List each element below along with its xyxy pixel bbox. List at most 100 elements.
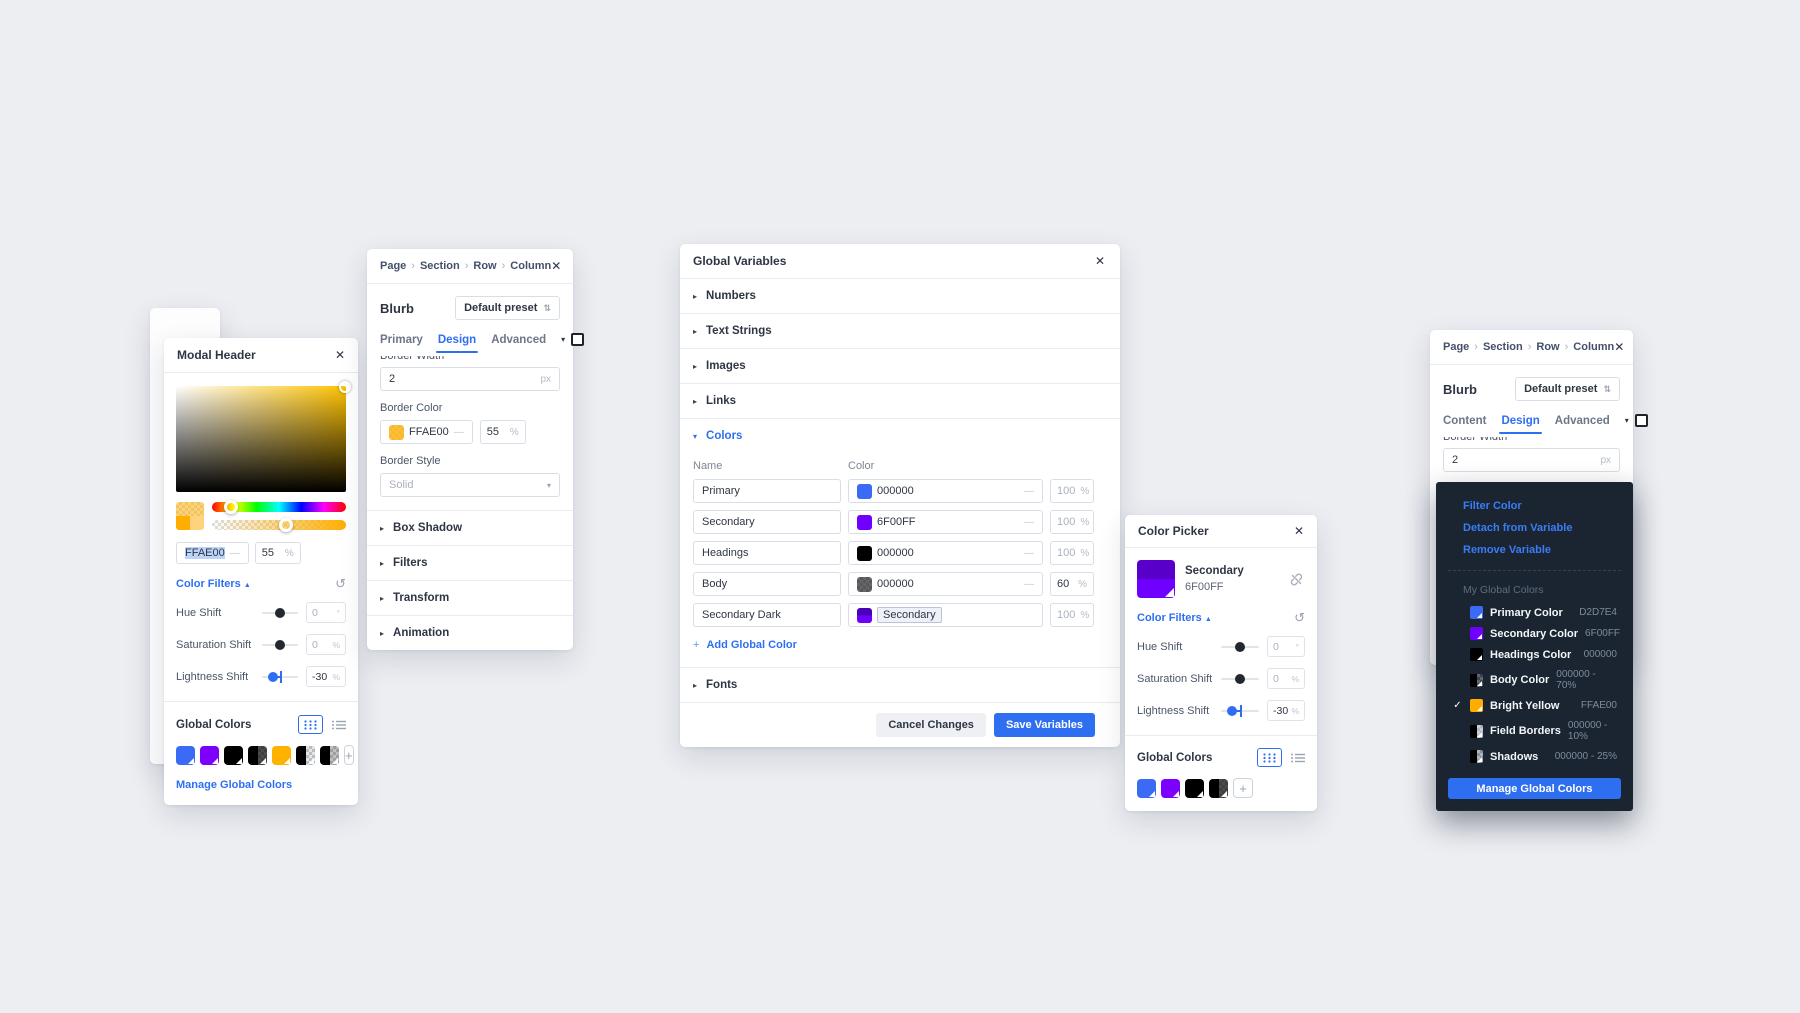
- section-text-strings[interactable]: ▸ Text Strings: [680, 313, 1120, 348]
- border-style-select[interactable]: Solid ▾: [380, 473, 560, 497]
- border-color-swatch[interactable]: [389, 424, 404, 440]
- global-swatch-secondary[interactable]: [1161, 778, 1180, 798]
- variable-name-input[interactable]: Primary: [693, 479, 841, 503]
- default-preset-button[interactable]: Default preset ⇅: [1515, 377, 1620, 401]
- add-global-color-link[interactable]: + Add Global Color: [693, 639, 797, 651]
- dropdown-item-body-color[interactable]: Body Color 000000 - 70%: [1448, 665, 1621, 695]
- section-numbers[interactable]: ▸ Numbers: [693, 290, 756, 302]
- variable-chip[interactable]: Secondary: [877, 607, 942, 623]
- border-color-input[interactable]: FFAE00 —: [380, 420, 473, 444]
- section-fonts[interactable]: ▸ Fonts: [680, 667, 1120, 702]
- color-filters-toggle[interactable]: Color Filters ▲: [176, 577, 251, 590]
- global-swatch-field-borders[interactable]: [296, 745, 315, 765]
- saturation-shift-slider[interactable]: [262, 639, 298, 650]
- reset-filters-icon[interactable]: ↺: [1294, 610, 1305, 625]
- border-width-input[interactable]: 2 px: [1443, 448, 1620, 472]
- variable-color-input[interactable]: Secondary: [848, 603, 1043, 627]
- device-caret-icon[interactable]: ▾: [561, 335, 566, 344]
- unlink-icon[interactable]: [1288, 571, 1305, 588]
- global-swatch-body[interactable]: [1209, 778, 1228, 798]
- variable-name-input[interactable]: Headings: [693, 541, 841, 565]
- tab-design[interactable]: Design: [435, 333, 479, 353]
- breadcrumb-row[interactable]: Row: [1536, 341, 1560, 353]
- border-width-input[interactable]: 2 px: [380, 367, 560, 391]
- wireframe-icon[interactable]: [1634, 414, 1648, 427]
- variable-color-input[interactable]: 000000 —: [848, 479, 1043, 503]
- close-icon[interactable]: ✕: [1094, 254, 1105, 268]
- breadcrumb-page[interactable]: Page: [1443, 341, 1470, 353]
- breadcrumb-column[interactable]: Column: [1573, 341, 1615, 353]
- hue-handle[interactable]: [223, 500, 238, 514]
- variable-alpha-input[interactable]: 100%: [1050, 541, 1094, 565]
- remove-variable-action[interactable]: Remove Variable: [1463, 544, 1552, 556]
- variable-alpha-input[interactable]: 100%: [1050, 479, 1094, 503]
- global-swatch-primary[interactable]: [1137, 778, 1156, 798]
- breadcrumb-column[interactable]: Column: [510, 260, 552, 272]
- dropdown-item-bright-yellow[interactable]: ✓ Bright Yellow FFAE00: [1453, 699, 1617, 712]
- section-images[interactable]: ▸ Images: [680, 348, 1120, 383]
- save-variables-button[interactable]: Save Variables: [993, 713, 1095, 737]
- close-icon[interactable]: ✕: [1614, 340, 1625, 354]
- dropdown-item-primary-color[interactable]: Primary Color D2D7E4: [1448, 602, 1621, 623]
- section-animation[interactable]: ▸ Animation: [367, 615, 573, 650]
- grid-view-toggle[interactable]: [1257, 748, 1282, 767]
- variable-name-input[interactable]: Secondary Dark: [693, 603, 841, 627]
- lightness-shift-value[interactable]: -30%: [306, 666, 346, 687]
- variable-alpha-input[interactable]: 60%: [1050, 572, 1094, 596]
- dropdown-item-headings-color[interactable]: Headings Color 000000: [1448, 644, 1621, 665]
- hue-slider[interactable]: [212, 500, 346, 514]
- dropdown-item-field-borders[interactable]: Field Borders 000000 - 10%: [1448, 716, 1621, 746]
- lightness-shift-value[interactable]: -30%: [1267, 700, 1305, 721]
- variable-name-input[interactable]: Body: [693, 572, 841, 596]
- cancel-changes-button[interactable]: Cancel Changes: [876, 713, 986, 737]
- alpha-input[interactable]: 55 %: [254, 542, 301, 564]
- hue-shift-value[interactable]: 0 °: [306, 602, 346, 623]
- alpha-handle[interactable]: [278, 518, 293, 532]
- hex-input[interactable]: FFAE00 —: [176, 542, 249, 564]
- lightness-shift-slider[interactable]: [1221, 704, 1259, 717]
- add-color-button[interactable]: +: [344, 745, 354, 765]
- list-view-toggle[interactable]: [332, 720, 346, 730]
- breadcrumb-section[interactable]: Section: [419, 260, 460, 272]
- section-links[interactable]: ▸ Links: [680, 383, 1120, 418]
- global-swatch-shadows[interactable]: [320, 745, 339, 765]
- wireframe-icon[interactable]: [571, 333, 585, 346]
- device-caret-icon[interactable]: ▾: [1624, 416, 1629, 425]
- global-swatch-secondary[interactable]: [200, 745, 219, 765]
- global-swatch-bright-yellow[interactable]: [272, 745, 291, 765]
- variable-color-input[interactable]: 000000 —: [848, 541, 1043, 565]
- color-filters-toggle[interactable]: Color Filters ▲: [1137, 611, 1212, 624]
- lightness-shift-slider[interactable]: [262, 670, 298, 683]
- variable-name-input[interactable]: Secondary: [693, 510, 841, 534]
- variable-color-input[interactable]: 000000 —: [848, 572, 1043, 596]
- section-transform[interactable]: ▸ Transform: [367, 580, 573, 615]
- close-icon[interactable]: ✕: [551, 259, 562, 273]
- dropdown-item-secondary-color[interactable]: Secondary Color 6F00FF: [1448, 623, 1621, 644]
- add-color-button[interactable]: +: [1233, 778, 1253, 798]
- saturation-value-area[interactable]: [176, 381, 351, 492]
- hue-shift-slider[interactable]: [1221, 641, 1259, 652]
- close-icon[interactable]: ✕: [334, 348, 345, 362]
- breadcrumb-section[interactable]: Section: [1482, 341, 1523, 353]
- saturation-shift-slider[interactable]: [1221, 673, 1259, 684]
- variable-alpha-input[interactable]: 100%: [1050, 603, 1094, 627]
- current-color-swatch[interactable]: [1137, 560, 1175, 598]
- variable-color-input[interactable]: 6F00FF —: [848, 510, 1043, 534]
- color-handle[interactable]: [339, 381, 351, 393]
- hue-shift-slider[interactable]: [262, 607, 298, 618]
- alpha-slider[interactable]: [212, 518, 346, 532]
- variable-alpha-input[interactable]: 100%: [1050, 510, 1094, 534]
- tab-advanced[interactable]: Advanced: [1554, 414, 1610, 427]
- close-icon[interactable]: ✕: [1293, 524, 1304, 538]
- saturation-shift-value[interactable]: 0%: [1267, 668, 1305, 689]
- breadcrumb-page[interactable]: Page: [380, 260, 407, 272]
- hue-shift-value[interactable]: 0 °: [1267, 636, 1305, 657]
- global-swatch-headings[interactable]: [1185, 778, 1204, 798]
- breadcrumb-row[interactable]: Row: [473, 260, 497, 272]
- dropdown-item-shadows[interactable]: Shadows 000000 - 25%: [1448, 746, 1621, 767]
- global-swatch-headings[interactable]: [224, 745, 243, 765]
- tab-content[interactable]: Content: [1443, 414, 1487, 427]
- default-preset-button[interactable]: Default preset ⇅: [455, 296, 560, 320]
- tab-primary[interactable]: Primary: [380, 333, 423, 346]
- reset-filters-icon[interactable]: ↺: [335, 576, 346, 591]
